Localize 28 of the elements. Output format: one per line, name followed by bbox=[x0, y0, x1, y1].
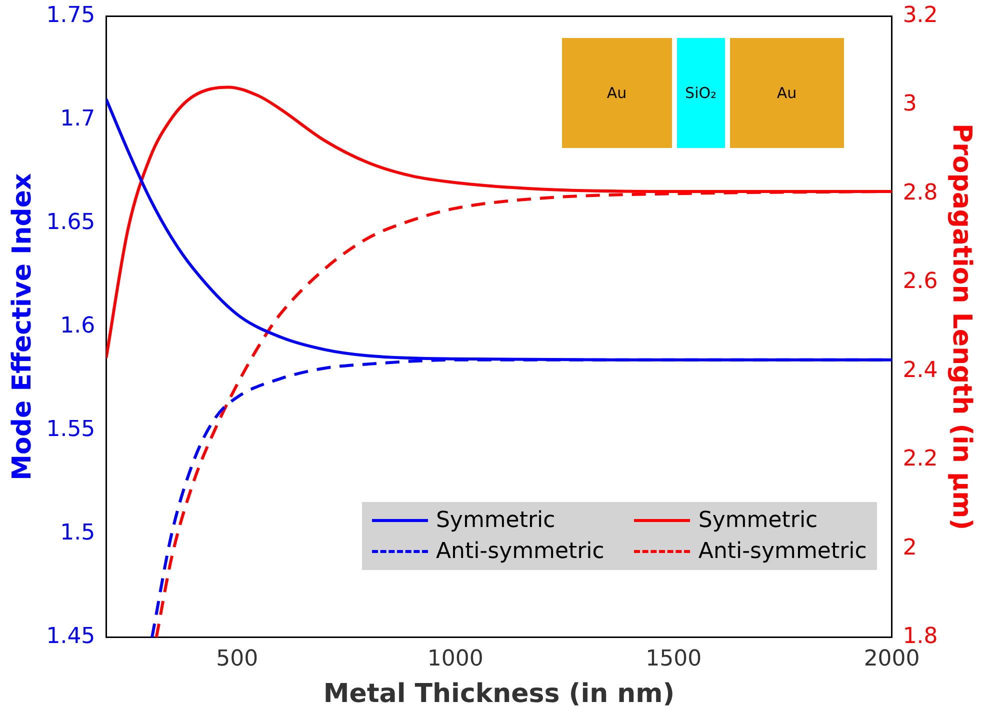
y-tick-label: 1.6 bbox=[60, 314, 96, 339]
y2-tick-label: 2.2 bbox=[902, 446, 938, 472]
y2-tick-label: 2.8 bbox=[902, 180, 938, 206]
y2-tick-label: 2 bbox=[902, 535, 917, 560]
x-tick-label: 1000 bbox=[427, 646, 484, 672]
layer-diagram: Au SiO₂ Au bbox=[562, 38, 844, 148]
legend-label: Symmetric bbox=[698, 508, 818, 534]
y-axis-title: Mode Effective Index bbox=[7, 173, 38, 480]
y2-axis-title: Propagation Length (in μm) bbox=[946, 124, 977, 530]
x-tick-label: 1500 bbox=[646, 646, 702, 672]
y2-tick-label: 2.6 bbox=[902, 269, 938, 294]
y-tick-label: 1.65 bbox=[46, 210, 96, 235]
y-tick-label: 1.7 bbox=[60, 106, 96, 132]
legend-label: Symmetric bbox=[436, 508, 556, 534]
y-tick-label: 1.45 bbox=[46, 624, 96, 650]
annotation: SiO₂ bbox=[676, 38, 725, 148]
y2-tick-label: 3.2 bbox=[902, 2, 938, 28]
x-axis-title: Metal Thickness (in nm) bbox=[323, 679, 675, 710]
annotation: Au bbox=[730, 38, 844, 148]
legend-label: Anti-symmetric bbox=[698, 539, 867, 564]
legend-label: Anti-symmetric bbox=[436, 539, 604, 564]
y-tick-label: 1.55 bbox=[46, 417, 96, 442]
annotation: Au bbox=[562, 38, 672, 148]
y-tick-label: 1.75 bbox=[46, 2, 96, 28]
x-tick-label: 500 bbox=[216, 646, 258, 672]
y2-tick-label: 2.4 bbox=[902, 358, 938, 383]
y2-tick-label: 3 bbox=[902, 92, 917, 117]
y-tick-label: 1.5 bbox=[60, 520, 96, 546]
